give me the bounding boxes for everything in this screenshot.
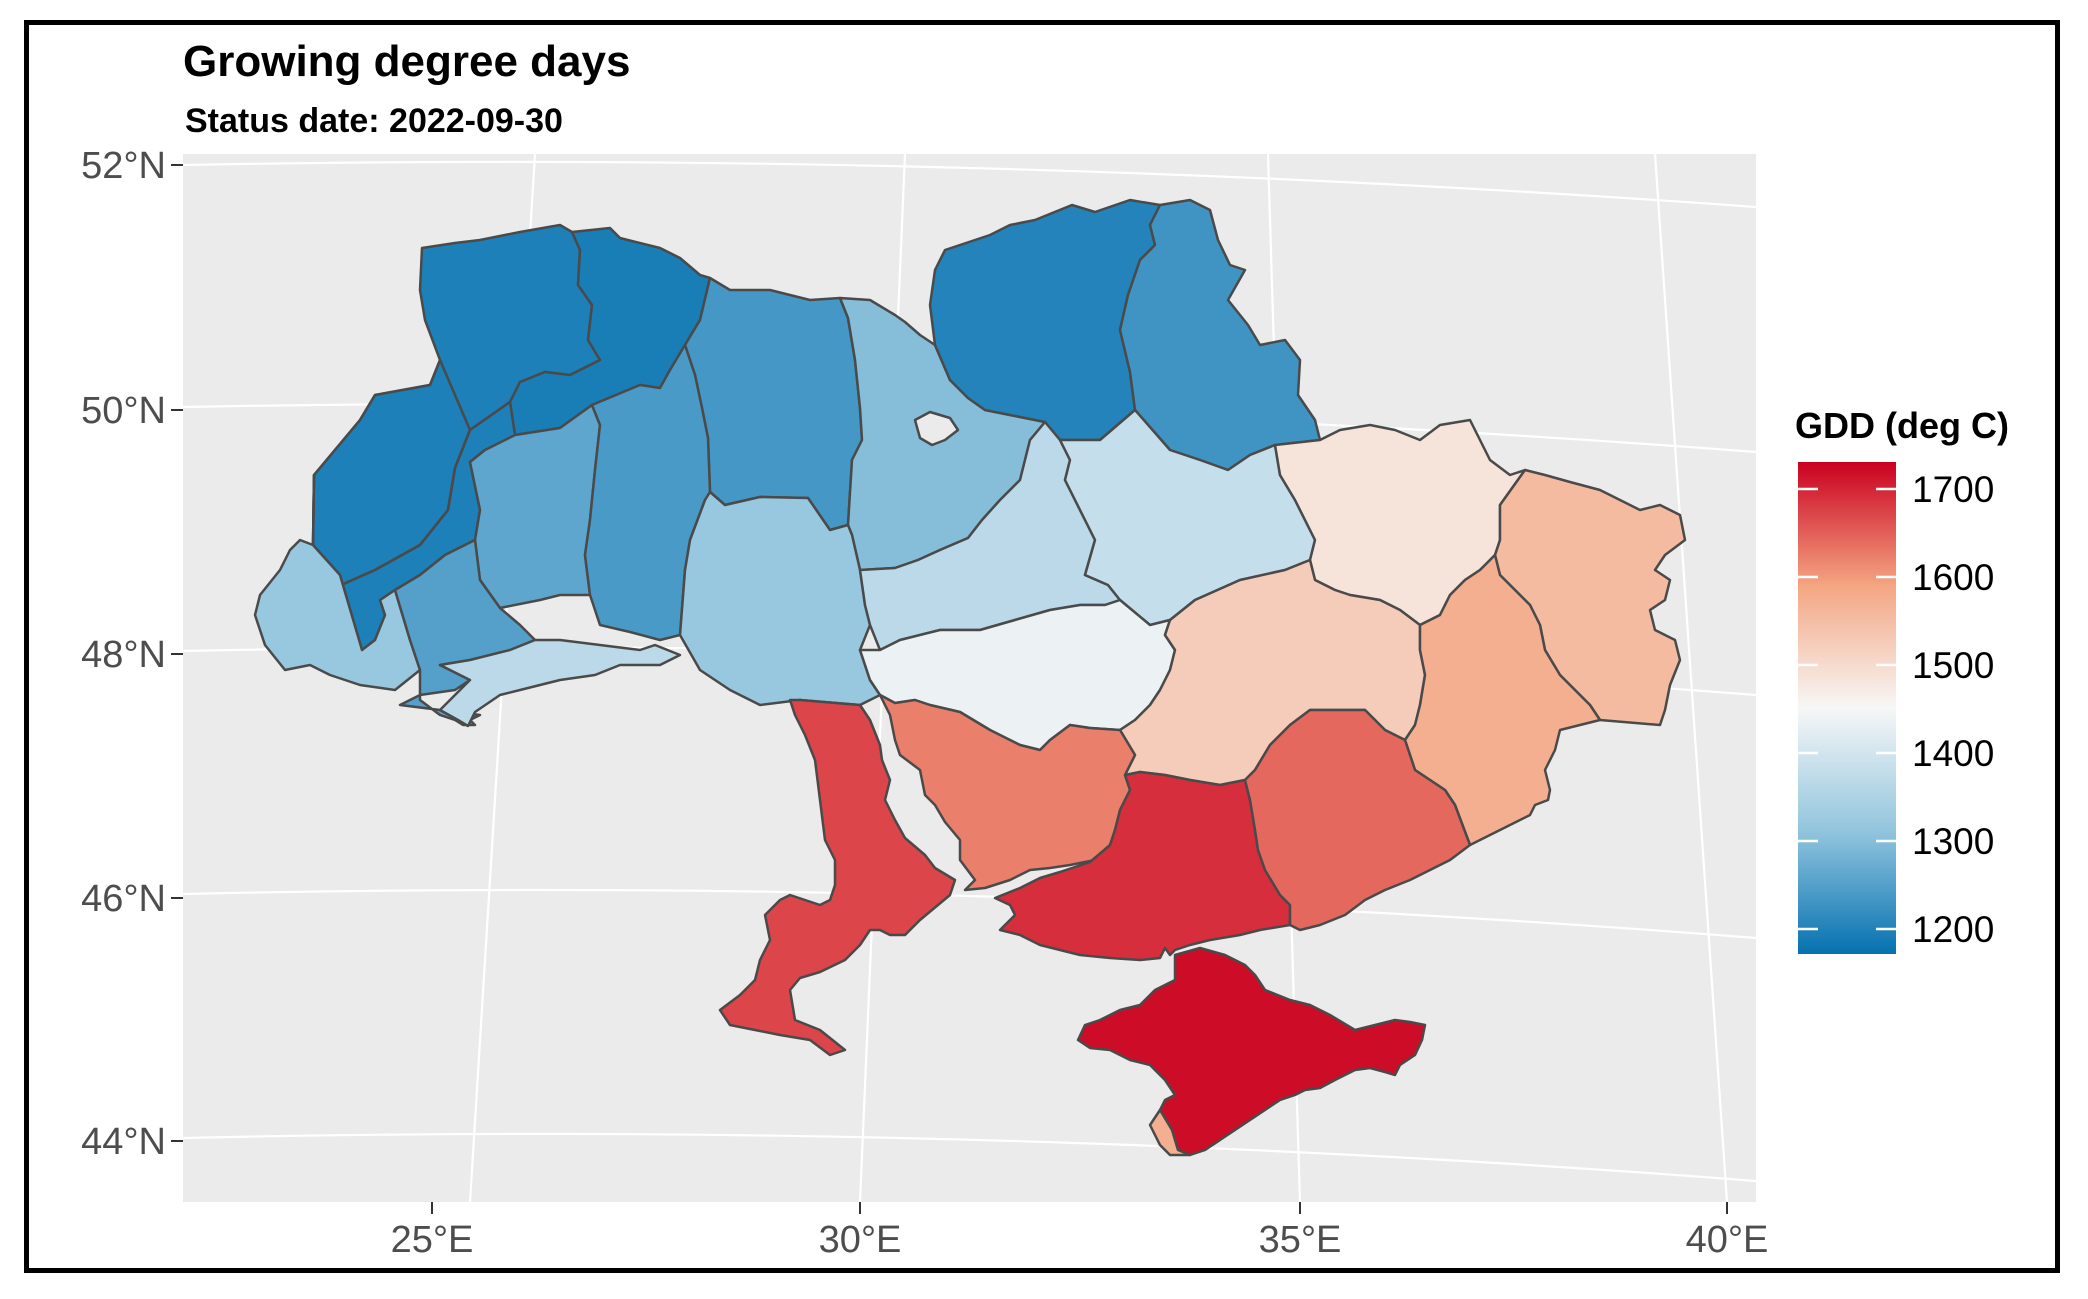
y-tick-label-48: 48°N	[81, 634, 166, 676]
region-ivano-frankivsk[interactable]	[393, 538, 537, 727]
chart-title: Growing degree days	[183, 37, 630, 86]
region-zakarpattia[interactable]	[253, 538, 422, 692]
region-chernivtsi[interactable]	[438, 638, 682, 728]
legend-ticks	[1798, 487, 1896, 931]
x-tick-label-25: 25°E	[391, 1219, 474, 1261]
legend: GDD (deg C) 1700 1600 1500 1400 1300 120…	[1795, 405, 2009, 954]
y-tick-label-44: 44°N	[81, 1121, 166, 1163]
legend-colorbar	[1798, 462, 1896, 954]
legend-label-1400: 1400	[1912, 733, 1994, 774]
y-tick-label-50: 50°N	[81, 390, 166, 432]
y-tick-label-52: 52°N	[81, 145, 166, 187]
x-axis: 25°E 30°E 35°E 40°E	[391, 1202, 1769, 1261]
regions-layer	[253, 198, 1687, 1157]
region-odesa[interactable]	[718, 698, 957, 1057]
legend-label-1600: 1600	[1912, 557, 1994, 598]
x-tick-label-40: 40°E	[1686, 1219, 1769, 1261]
x-tick-label-35: 35°E	[1259, 1219, 1342, 1261]
legend-label-1700: 1700	[1912, 469, 1994, 510]
y-tick-label-46: 46°N	[81, 878, 166, 920]
legend-label-1200: 1200	[1912, 909, 1994, 950]
legend-title: GDD (deg C)	[1795, 405, 2009, 446]
region-kyiv-city[interactable]	[913, 410, 960, 447]
region-sevastopol[interactable]	[1148, 1108, 1192, 1157]
legend-label-1500: 1500	[1912, 645, 1994, 686]
legend-label-1300: 1300	[1912, 821, 1994, 862]
x-tick-label-30: 30°E	[819, 1219, 902, 1261]
chart-subtitle: Status date: 2022-09-30	[185, 102, 563, 140]
region-zaporizhzhia[interactable]	[1243, 708, 1472, 932]
region-crimea[interactable]	[1076, 946, 1427, 1157]
y-axis: 52°N 50°N 48°N 46°N 44°N	[81, 145, 183, 1163]
